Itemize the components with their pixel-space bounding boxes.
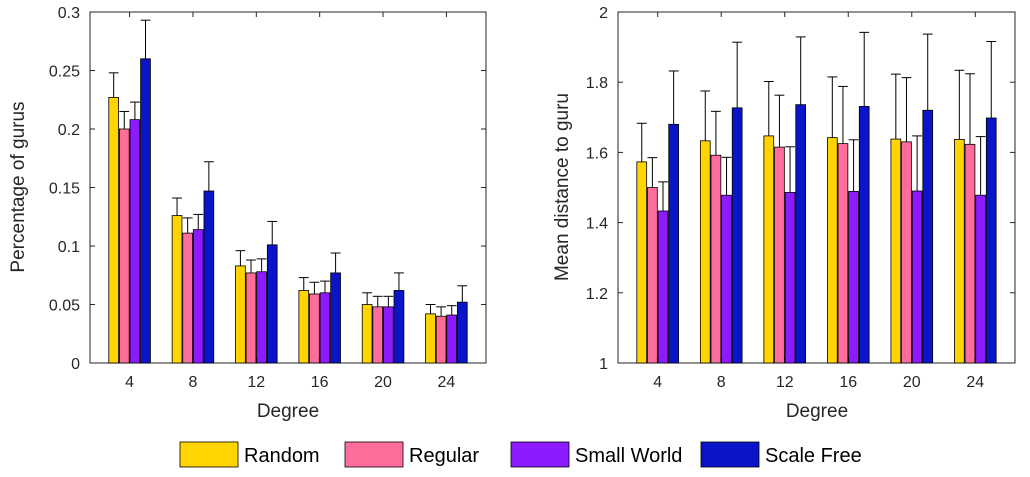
bar-scale-free-16	[330, 272, 341, 364]
bar-scale-free-20	[393, 290, 405, 364]
x-axis-label-right: Degree	[786, 401, 848, 422]
y-tick-label-right: 1.2	[586, 286, 608, 303]
y-tick-label-left: 0.3	[58, 5, 80, 22]
legend-label-regular: Regular	[409, 445, 479, 467]
bar-small-world-12	[256, 271, 267, 364]
y-tick-label-left: 0.15	[49, 181, 80, 198]
bar-regular-16	[837, 143, 849, 364]
bar-regular-20	[372, 306, 384, 364]
bar-scale-free-4	[668, 123, 679, 364]
bar-scale-free-8	[203, 190, 215, 364]
bar-scale-free-8	[731, 107, 743, 364]
legend-swatch-random	[179, 441, 239, 468]
bar-regular-4	[118, 128, 130, 364]
x-tick-label-left: 16	[311, 374, 329, 391]
bar-small-world-20	[383, 306, 394, 364]
bar-scale-free-24	[985, 117, 997, 364]
bar-random-16	[298, 290, 310, 364]
bar-small-world-20	[911, 190, 923, 364]
bar-regular-4	[647, 187, 658, 364]
x-tick-label-left: 8	[189, 374, 198, 391]
bar-random-4	[108, 97, 120, 364]
bar-small-world-8	[721, 194, 732, 364]
bar-random-24	[425, 313, 436, 364]
chart-left: 00.050.10.150.20.250.34 8 12 16 20 24 Degree …	[8, 5, 487, 422]
bar-small-world-24	[446, 314, 458, 364]
bar-random-20	[361, 304, 373, 364]
bar-regular-12	[245, 272, 257, 364]
bar-regular-8	[182, 232, 193, 364]
x-tick-label-left: 4	[125, 374, 134, 391]
plot-area-right	[617, 11, 1016, 364]
bar-regular-12	[774, 146, 785, 364]
bar-random-24	[954, 139, 965, 364]
bar-small-world-16	[848, 190, 859, 364]
x-tick-label-right: 20	[903, 374, 921, 391]
y-tick-label-right: 1.6	[586, 145, 608, 162]
legend-swatch-regular	[344, 441, 404, 468]
bar-random-12	[763, 135, 775, 364]
bar-regular-24	[435, 315, 447, 364]
x-tick-label-left: 20	[374, 374, 392, 391]
bar-random-16	[826, 137, 838, 364]
bar-scale-free-20	[922, 109, 934, 364]
legend-label-scale-free: Scale Free	[765, 445, 862, 467]
plot-area-left	[89, 11, 487, 364]
bar-random-12	[235, 265, 246, 364]
bar-random-8	[171, 215, 183, 364]
x-tick-label-right: 4	[653, 374, 662, 391]
y-tick-label-right: 1	[599, 356, 608, 373]
bar-scale-free-24	[456, 301, 468, 364]
bar-regular-24	[964, 143, 976, 364]
x-tick-label-right: 16	[839, 374, 857, 391]
bar-regular-20	[901, 141, 912, 364]
bar-small-world-4	[129, 119, 141, 364]
y-tick-label-right: 1.8	[586, 75, 608, 92]
y-tick-label-right: 1.4	[586, 216, 608, 233]
x-tick-label-left: 12	[247, 374, 265, 391]
y-tick-label-left: 0.05	[49, 298, 80, 315]
bar-small-world-8	[192, 229, 204, 364]
x-axis-label-left: Degree	[257, 401, 319, 422]
bar-small-world-12	[784, 192, 796, 364]
y-tick-label-right: 2	[599, 5, 608, 22]
legend: Random Regular Small World Scale Free	[176, 438, 862, 470]
bar-random-8	[699, 140, 711, 364]
y-tick-label-left: 0.1	[58, 239, 80, 256]
x-tick-label-right: 24	[966, 374, 984, 391]
legend-swatch-small-world	[510, 441, 570, 468]
y-tick-label-left: 0.2	[58, 122, 80, 139]
y-axis-label-left: Percentage of gurus	[8, 101, 29, 272]
bar-random-20	[890, 138, 902, 364]
legend-label-small-world: Small World	[575, 445, 682, 467]
y-tick-label-left: 0.25	[49, 64, 80, 81]
y-axis-label-right: Mean distance to guru	[552, 93, 573, 281]
legend-label-random: Random	[244, 445, 320, 467]
y-tick-label-left: 0	[71, 356, 80, 373]
bar-small-world-16	[319, 292, 331, 364]
bar-scale-free-16	[858, 106, 870, 364]
bar-small-world-24	[975, 194, 986, 364]
bar-scale-free-12	[795, 104, 807, 364]
x-tick-label-right: 12	[776, 374, 794, 391]
bar-scale-free-4	[140, 58, 151, 364]
bar-scale-free-12	[266, 244, 278, 364]
bar-random-4	[636, 161, 648, 364]
legend-swatch-scale-free	[700, 441, 760, 468]
x-tick-label-right: 8	[717, 374, 726, 391]
chart-right: 11.21.41.61.824 8 12 16 20 24 Degree Mean dis…	[552, 5, 1016, 422]
x-tick-label-left: 24	[438, 374, 456, 391]
bar-regular-8	[710, 154, 722, 364]
bar-small-world-4	[657, 210, 669, 364]
bar-regular-16	[309, 293, 320, 364]
